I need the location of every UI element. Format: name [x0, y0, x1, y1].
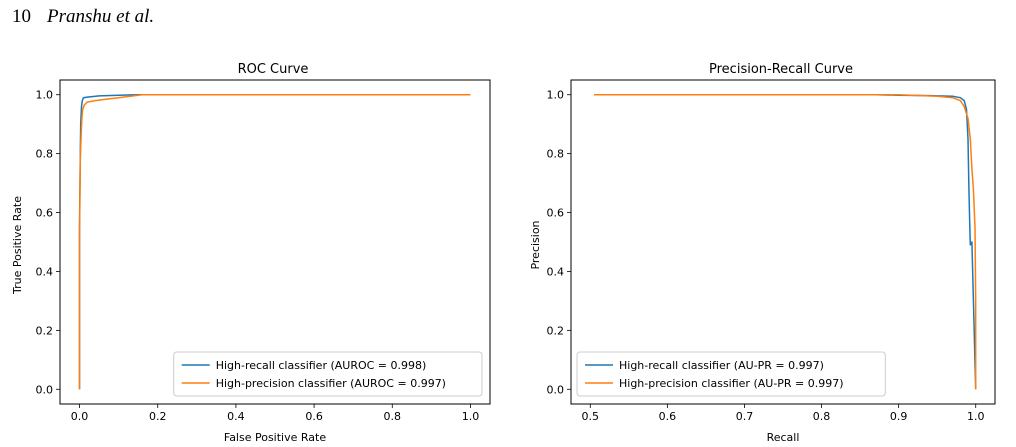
y-tick-label: 0.0	[547, 383, 565, 396]
precision-recall-chart: Precision-Recall Curve 0.5 0.6 0.7 0.8 0.9 1.…	[529, 62, 996, 444]
x-axis-label: False Positive Rate	[224, 431, 326, 444]
y-axis-label: True Positive Rate	[11, 196, 24, 295]
x-tick-label: 0.8	[813, 410, 831, 423]
x-tick-label: 1.0	[462, 410, 480, 423]
y-tick-label: 0.6	[36, 207, 54, 220]
legend-box	[576, 351, 886, 397]
series-layer	[78, 93, 471, 390]
x-tick-label: 0.8	[384, 410, 402, 423]
page-header: 10 Pranshu et al.	[12, 6, 154, 28]
x-tick-label: 0.7	[736, 410, 754, 423]
x-tick-label: 0.4	[227, 410, 245, 423]
running-head-authors: Pranshu et al.	[47, 6, 155, 27]
legend-label: High-precision classifier (AU-PR = 0.997…	[619, 377, 844, 390]
x-tick-label: 0.0	[71, 410, 89, 423]
x-tick-label: 0.6	[659, 410, 677, 423]
chart-title: ROC Curve	[238, 62, 309, 77]
legend: High-recall classifier (AUROC = 0.998) Hi…	[173, 351, 483, 397]
series-line-1	[78, 93, 471, 390]
series-line-0	[78, 93, 471, 390]
series-layer	[594, 93, 977, 390]
legend: High-recall classifier (AU-PR = 0.997) Hi…	[576, 351, 886, 397]
legend-box	[173, 351, 483, 397]
x-tick-label: 0.2	[149, 410, 167, 423]
x-tick-label: 0.9	[890, 410, 908, 423]
y-tick-label: 0.2	[36, 324, 54, 337]
x-axis-label: Recall	[767, 431, 800, 444]
tick-layer: 0.0 0.2 0.4 0.6 0.8 1.0 0.0 0.2 0.4 0.6 0.8 1.0	[36, 89, 480, 423]
y-tick-label: 0.8	[36, 148, 54, 161]
tick-layer: 0.5 0.6 0.7 0.8 0.9 1.0 0.0 0.2 0.4 0.6 0.8 1.0	[547, 89, 985, 423]
y-tick-label: 0.2	[547, 324, 565, 337]
legend-label: High-recall classifier (AUROC = 0.998)	[216, 359, 427, 372]
y-axis-label: Precision	[529, 220, 542, 269]
legend-label: High-precision classifier (AUROC = 0.997…	[216, 377, 446, 390]
plot-frame	[570, 79, 996, 405]
y-tick-label: 0.8	[547, 148, 565, 161]
page-number: 10	[12, 6, 31, 27]
x-tick-label: 1.0	[967, 410, 985, 423]
series-line-0	[594, 93, 977, 390]
y-tick-label: 0.6	[547, 207, 565, 220]
y-tick-label: 0.4	[547, 265, 565, 278]
legend-label: High-recall classifier (AU-PR = 0.997)	[619, 359, 824, 372]
roc-chart: ROC Curve 0.0 0.2 0.4 0.6 0.8 1.0 0.0 0.2 0.4 0.6…	[11, 62, 491, 444]
y-tick-label: 0.4	[36, 265, 54, 278]
chart-title: Precision-Recall Curve	[709, 62, 853, 77]
y-tick-label: 0.0	[36, 383, 54, 396]
x-tick-label: 0.6	[305, 410, 323, 423]
series-line-1	[594, 93, 977, 390]
y-tick-label: 1.0	[547, 89, 565, 102]
y-tick-label: 1.0	[36, 89, 54, 102]
x-tick-label: 0.5	[582, 410, 600, 423]
plot-frame	[59, 79, 491, 405]
